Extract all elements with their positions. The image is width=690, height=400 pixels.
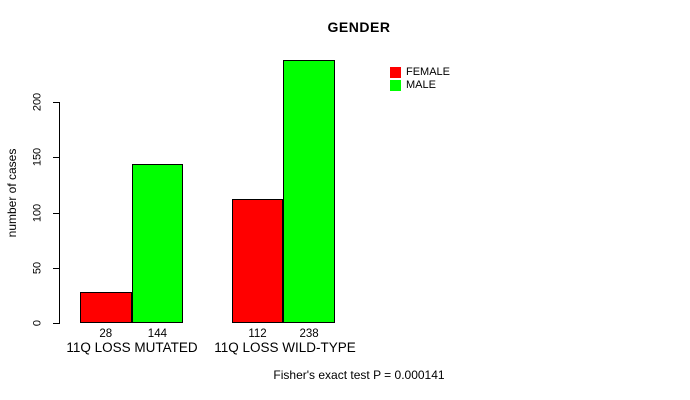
y-axis-tick xyxy=(53,267,60,269)
y-axis-tick xyxy=(53,157,60,159)
y-axis-label: number of cases xyxy=(5,148,19,238)
bar-female-group-1 xyxy=(231,199,284,323)
legend: FEMALE MALE xyxy=(390,67,450,93)
y-axis-tick xyxy=(53,212,60,214)
y-axis-tick-label: 150 xyxy=(31,148,44,167)
legend-item-male: MALE xyxy=(390,80,450,91)
y-axis-tick-label: 0 xyxy=(31,319,44,327)
female-color-swatch xyxy=(390,67,401,78)
male-color-swatch xyxy=(390,80,401,91)
y-axis-tick-label: 100 xyxy=(31,203,44,222)
fisher-test-annotation: Fisher's exact test P = 0.000141 xyxy=(273,368,445,382)
bar-male-group-1 xyxy=(283,60,335,323)
chart-title: GENDER xyxy=(327,19,391,35)
bar-value-label: 144 xyxy=(147,328,167,340)
y-axis-tick xyxy=(53,102,60,103)
bar-value-label: 28 xyxy=(99,328,113,340)
bar-female-group-0 xyxy=(80,292,132,323)
bar-value-label: 112 xyxy=(248,328,267,340)
y-axis-tick-label: 200 xyxy=(31,92,44,112)
y-axis-tick xyxy=(53,323,60,324)
legend-label-male: MALE xyxy=(406,79,436,91)
y-axis-tick-label: 50 xyxy=(31,261,44,274)
bar-male-group-0 xyxy=(131,163,184,323)
x-category-label-mutated: 11Q LOSS MUTATED xyxy=(66,340,198,355)
x-category-label-wild-type: 11Q LOSS WILD-TYPE xyxy=(214,340,356,355)
bar-value-label: 238 xyxy=(299,328,319,340)
legend-label-female: FEMALE xyxy=(406,66,451,78)
legend-item-female: FEMALE xyxy=(390,67,450,78)
